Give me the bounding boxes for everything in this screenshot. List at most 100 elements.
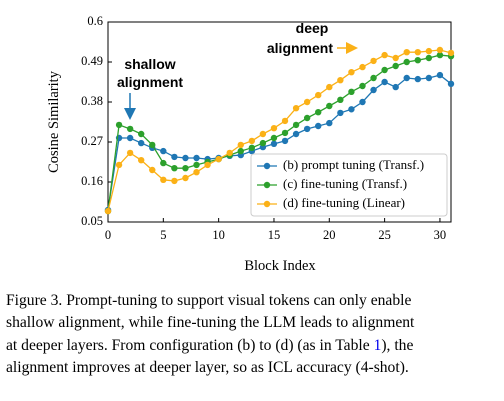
data-point: [160, 147, 167, 155]
caption-line: at deeper layers. From configuration (b)…: [6, 335, 502, 357]
y-tick-label: 0.27: [81, 134, 103, 148]
data-point: [348, 88, 355, 96]
y-axis-label: Cosine Similarity: [46, 70, 62, 173]
x-tick-label: 20: [323, 228, 336, 242]
data-point: [403, 48, 410, 56]
data-point: [171, 164, 178, 172]
data-point: [193, 168, 200, 176]
data-point: [259, 130, 267, 138]
data-point: [436, 46, 444, 54]
data-point: [182, 174, 189, 182]
annotation: alignment: [117, 74, 183, 90]
data-point: [281, 129, 289, 137]
data-point: [392, 83, 399, 91]
data-point: [315, 108, 322, 116]
data-point: [171, 177, 178, 185]
data-point: [215, 155, 222, 163]
data-point: [137, 156, 145, 164]
data-point: [104, 207, 112, 215]
data-point: [392, 54, 399, 62]
data-point: [182, 154, 189, 162]
x-axis-label: Block Index: [244, 258, 316, 274]
data-point: [447, 80, 455, 88]
x-tick-label: 10: [212, 228, 225, 242]
y-tick-label: 0.16: [81, 174, 103, 188]
data-point: [237, 141, 244, 149]
caption-line: alignment improves at deeper layer, so a…: [6, 357, 502, 379]
data-point: [425, 47, 433, 55]
data-point: [436, 51, 444, 59]
data-point: [315, 122, 322, 130]
data-point: [425, 74, 433, 82]
caption-text: ), the: [381, 336, 414, 354]
legend-box: [250, 153, 448, 217]
data-point: [115, 121, 123, 129]
data-point: [414, 56, 422, 64]
data-point: [381, 78, 388, 86]
caption-text: shallow alignment, while fine-tuning the…: [6, 314, 415, 332]
data-point: [303, 98, 311, 106]
data-point: [326, 83, 333, 91]
data-point: [115, 161, 123, 169]
data-point: [292, 130, 300, 138]
legend-label: (b) prompt tuning (Transf.): [283, 157, 424, 172]
data-point: [226, 149, 233, 157]
data-point: [436, 71, 444, 79]
plot-frame: [107, 21, 452, 223]
data-point: [182, 164, 189, 172]
data-point: [137, 139, 145, 147]
data-point: [326, 102, 333, 110]
y-tick-label: 0.38: [81, 94, 103, 108]
x-tick-label: 5: [160, 228, 166, 242]
data-point: [149, 166, 156, 174]
data-point: [370, 74, 377, 82]
annotation: deep: [296, 20, 329, 36]
data-point: [248, 144, 256, 152]
data-point: [126, 125, 134, 133]
data-point: [193, 154, 200, 162]
data-point: [281, 117, 289, 125]
caption-line: Figure 3. Prompt-tuning to support visua…: [6, 290, 502, 312]
data-point: [359, 63, 366, 71]
x-tick-label: 15: [268, 228, 281, 242]
data-point: [425, 54, 433, 62]
data-point: [303, 114, 311, 122]
data-point: [337, 76, 344, 84]
data-point: [160, 176, 167, 184]
data-point: [259, 139, 267, 147]
caption-line: shallow alignment, while fine-tuning the…: [6, 312, 502, 334]
data-point: [292, 121, 300, 129]
data-point: [348, 68, 355, 76]
x-tick-label: 25: [378, 228, 391, 242]
caption-text: at deeper layers. From configuration (b)…: [6, 336, 374, 354]
legend-label: (c) fine-tuning (Transf.): [283, 176, 407, 191]
y-tick-label: 0.49: [81, 54, 103, 68]
caption-text: Figure 3. Prompt-tuning to support visua…: [6, 292, 412, 309]
table-reference[interactable]: 1: [373, 336, 382, 354]
data-point: [370, 86, 377, 94]
x-tick-label: 30: [434, 228, 447, 242]
data-point: [270, 134, 278, 142]
data-point: [160, 159, 167, 167]
annotation: alignment: [267, 40, 333, 56]
data-point: [359, 82, 366, 90]
data-point: [270, 140, 278, 148]
data-point: [370, 57, 377, 65]
data-point: [414, 48, 422, 56]
data-point: [292, 104, 300, 112]
data-point: [171, 153, 178, 161]
data-point: [392, 62, 399, 70]
data-point: [137, 130, 145, 138]
legend-marker: [263, 200, 271, 208]
legend-label: (d) fine-tuning (Linear): [283, 195, 405, 210]
data-point: [381, 66, 388, 74]
data-point: [359, 98, 366, 106]
legend-marker: [263, 162, 271, 170]
data-point: [326, 119, 333, 127]
data-point: [381, 51, 388, 59]
data-point: [149, 141, 156, 149]
data-point: [126, 134, 134, 142]
data-point: [248, 137, 256, 145]
data-point: [126, 149, 134, 157]
